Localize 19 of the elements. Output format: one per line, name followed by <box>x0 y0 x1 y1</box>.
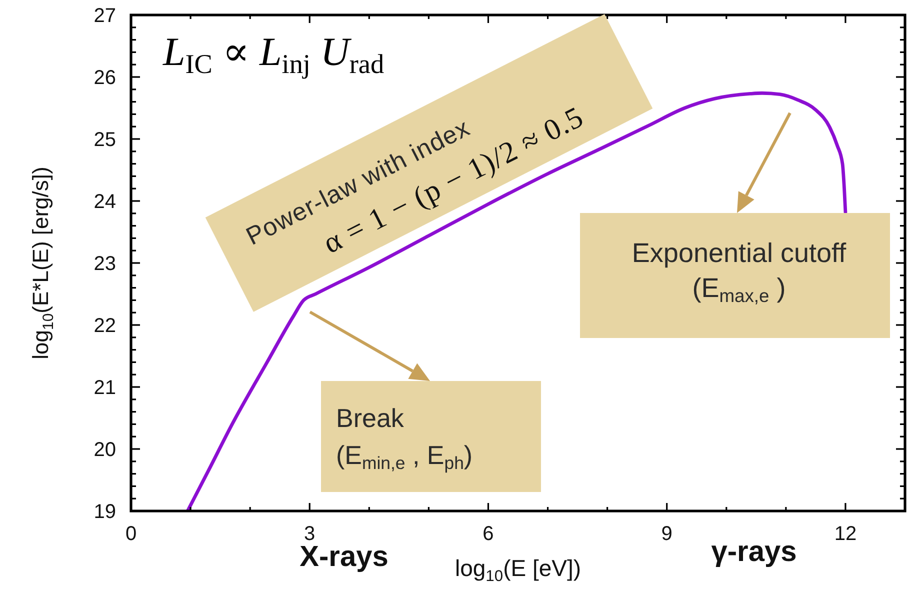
x-tick-label: 12 <box>834 523 857 545</box>
x-tick-label: 9 <box>661 523 672 545</box>
y-tick-label: 23 <box>94 253 116 276</box>
x-axis-title: log$_{10}$(E [eV]) <box>454 555 582 585</box>
y-tick-label: 26 <box>94 67 116 90</box>
y-tick-label: 27 <box>94 5 116 28</box>
y-tick-label: 21 <box>94 377 116 400</box>
x-tick-label: 0 <box>125 523 137 545</box>
annotation: L$_{IC}$ ∝ L$_{inj}$ U$_{rad}$ <box>162 29 384 80</box>
y-tick-label: 22 <box>94 315 116 338</box>
y-tick-label: 24 <box>94 191 116 214</box>
text: γ-rays <box>711 536 797 568</box>
y-tick-label: 25 <box>94 129 116 152</box>
y-tick-label: 20 <box>94 439 116 462</box>
y-tick-label: 19 <box>94 501 116 524</box>
annotation: Exponential cutoff (E$_{max,e}$ ) <box>632 238 847 306</box>
annotation: Break (E$_{min,e}$ , E$_{ph}$) <box>336 403 473 474</box>
line-series <box>186 91 848 511</box>
x-tick-label: 6 <box>482 523 494 545</box>
